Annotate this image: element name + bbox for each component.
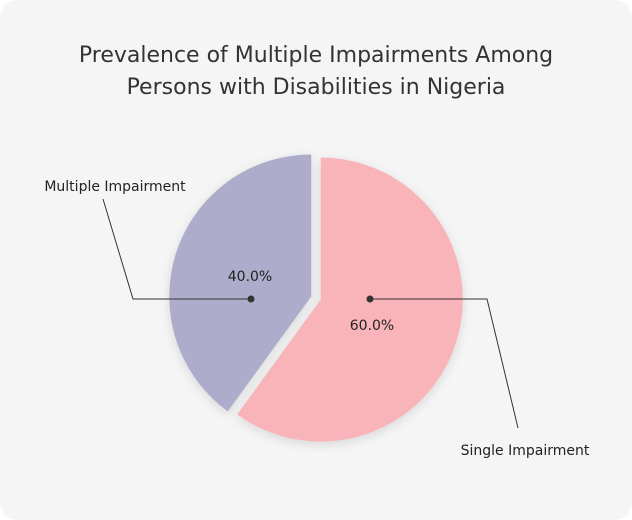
category-label-single-impairment: Single Impairment (461, 443, 590, 459)
leader-line-single-impairment (370, 298, 519, 429)
pie-slice-single-impairment (237, 157, 463, 442)
data-label-single-impairment: 60.0% (350, 318, 394, 334)
chart-title-line-2: Persons with Disabilities in Nigeria (126, 75, 506, 100)
pie-callouts: 60.0% Single Impairment 40.0% Multiple Impa… (44, 179, 590, 459)
chart-title-line-1: Prevalence of Multiple Impairments Among (78, 43, 554, 68)
leader-dot-multiple-impairment (247, 295, 255, 303)
leader-dot-single-impairment (366, 295, 374, 303)
data-label-multiple-impairment: 40.0% (228, 269, 272, 285)
chart-title: Prevalence of Multiple Impairments Among… (0, 40, 632, 104)
pie-slices (169, 154, 463, 442)
category-label-multiple-impairment: Multiple Impairment (44, 179, 186, 195)
pie-slice-multiple-impairment (169, 154, 312, 412)
leader-line-multiple-impairment (102, 198, 251, 300)
